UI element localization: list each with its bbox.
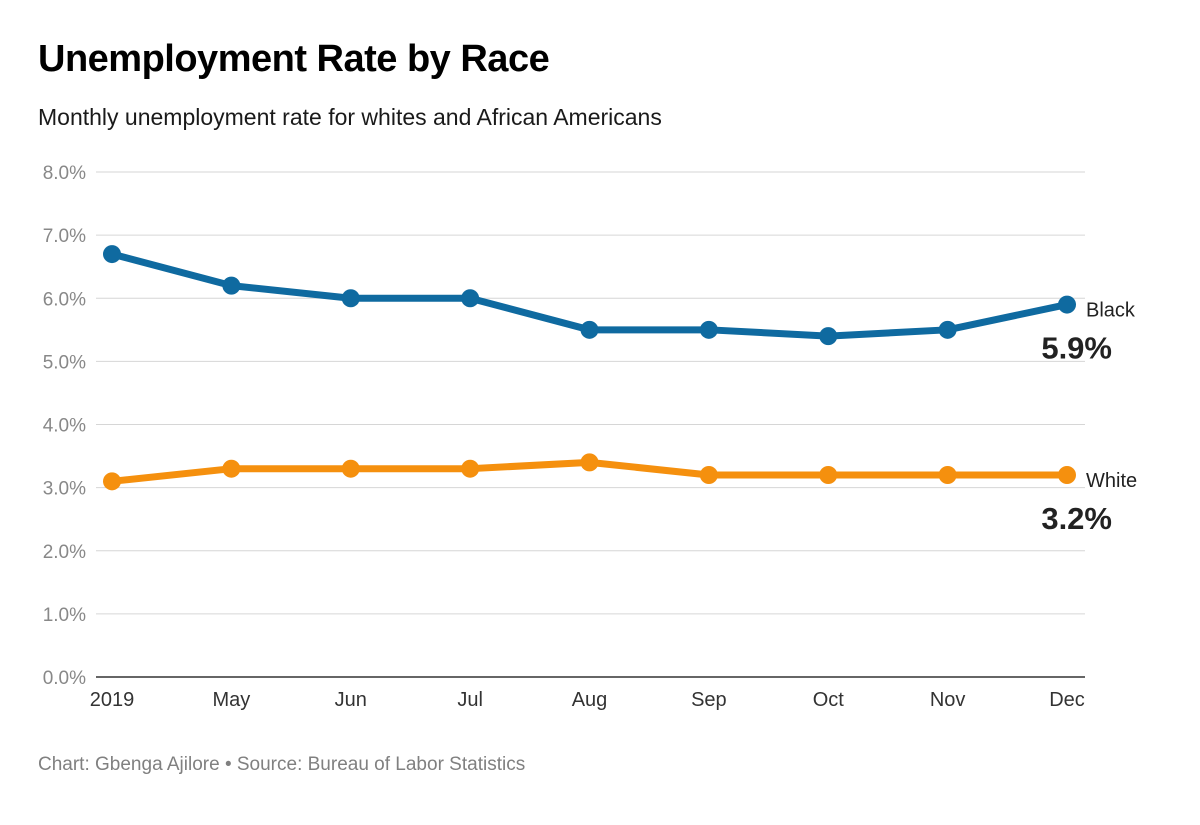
y-tick-label: 6.0%	[43, 289, 86, 310]
y-tick-label: 3.0%	[43, 479, 86, 500]
data-point-white	[341, 459, 360, 478]
end-value-label-black: 5.9%	[1041, 331, 1112, 366]
x-tick-label: May	[212, 689, 250, 711]
y-tick-label: 5.0%	[43, 352, 86, 373]
chart-title: Unemployment Rate by Race	[38, 38, 550, 80]
y-tick-label: 1.0%	[43, 605, 86, 626]
data-point-black	[938, 320, 957, 339]
x-tick-label: Jun	[335, 689, 367, 711]
x-axis-ticks: 2019 May Jun Jul Aug Sep Oct Nov Dec	[90, 689, 1085, 711]
series-label-black: Black	[1086, 300, 1136, 322]
data-point-black	[461, 289, 480, 308]
x-tick-label: Dec	[1049, 689, 1085, 711]
chart-source-credit: Chart: Gbenga Ajilore • Source: Bureau o…	[38, 754, 526, 775]
end-value-label-white: 3.2%	[1041, 501, 1112, 536]
y-tick-label: 2.0%	[43, 542, 86, 563]
x-tick-label: Oct	[813, 689, 845, 711]
x-tick-label: 2019	[90, 689, 135, 711]
data-point-white	[461, 459, 480, 478]
data-point-black	[222, 276, 241, 295]
x-tick-label: Aug	[572, 689, 608, 711]
x-tick-label: Nov	[930, 689, 966, 711]
data-point-white	[938, 466, 957, 484]
data-point-black	[580, 320, 599, 339]
chart-subtitle: Monthly unemployment rate for whites and…	[38, 104, 662, 130]
data-point-black	[699, 320, 718, 339]
y-tick-label: 7.0%	[43, 226, 86, 247]
data-point-black	[1058, 295, 1076, 314]
y-tick-label: 4.0%	[43, 416, 86, 437]
line-chart: 0.0% 1.0% 2.0% 3.0% 4.0% 5.0% 6.0% 7.0% 8.0% 201…	[43, 163, 1137, 711]
series-group: Black 5.9% White 3.2%	[103, 245, 1137, 536]
data-point-black	[103, 245, 121, 264]
data-point-white	[819, 466, 838, 484]
data-point-black	[819, 327, 838, 346]
data-point-white	[222, 459, 241, 478]
data-point-white	[103, 472, 121, 491]
x-tick-label: Jul	[457, 689, 483, 711]
y-tick-label: 0.0%	[43, 668, 86, 689]
data-point-white	[1058, 466, 1076, 484]
data-point-black	[341, 289, 360, 308]
series-label-white: White	[1086, 470, 1137, 492]
y-tick-label: 8.0%	[43, 163, 86, 184]
x-tick-label: Sep	[691, 689, 727, 711]
data-point-white	[699, 466, 718, 484]
y-axis-ticks: 0.0% 1.0% 2.0% 3.0% 4.0% 5.0% 6.0% 7.0% 8.0%	[43, 163, 86, 689]
data-point-white	[580, 453, 599, 472]
gridlines	[96, 171, 1085, 678]
